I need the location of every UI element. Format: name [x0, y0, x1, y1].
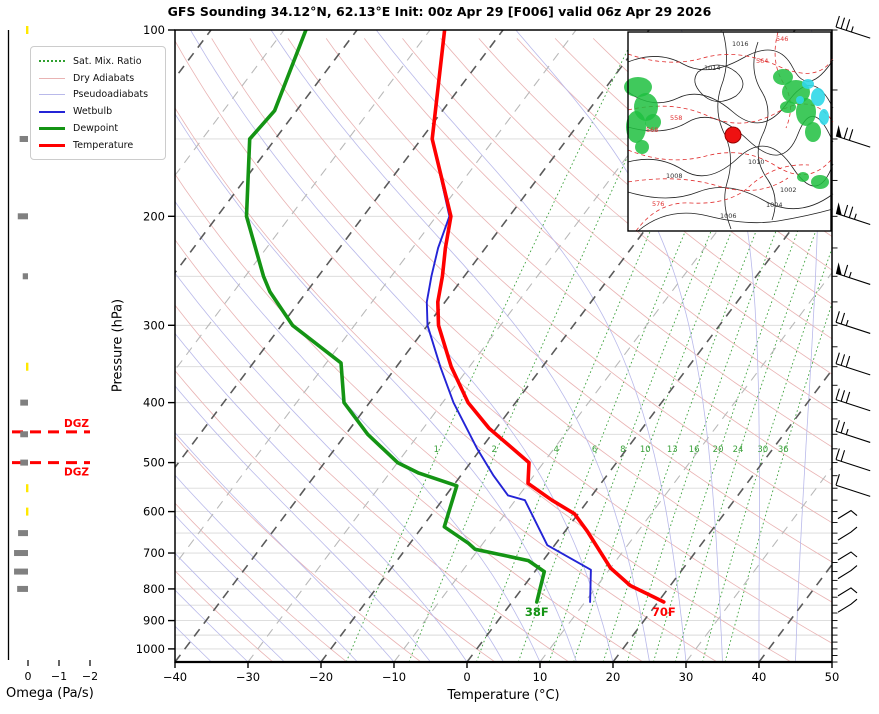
svg-text:40: 40	[752, 670, 767, 684]
svg-text:1002: 1002	[780, 186, 797, 194]
svg-text:568: 568	[646, 126, 658, 134]
svg-text:36: 36	[778, 445, 789, 455]
svg-text:100: 100	[143, 23, 165, 37]
surface-value-labels: 38F 70F	[525, 605, 676, 619]
mixing-ratio-labels: 1 2 4 6 8 10 13 16 20 24 30 36	[434, 445, 789, 455]
dgz-label: DGZ	[64, 418, 89, 430]
dgz-lines: DGZ DGZ	[12, 418, 90, 479]
svg-text:10: 10	[533, 670, 548, 684]
svg-text:−10: −10	[382, 670, 406, 684]
svg-text:50: 50	[825, 670, 840, 684]
legend-item-sat-mix-ratio: Sat. Mix. Ratio	[39, 53, 157, 70]
legend-label: Sat. Mix. Ratio	[73, 55, 142, 67]
svg-text:6: 6	[592, 445, 597, 455]
svg-text:400: 400	[143, 396, 165, 410]
svg-text:900: 900	[143, 614, 165, 628]
wind-barbs	[835, 15, 871, 613]
svg-text:0: 0	[463, 670, 470, 684]
svg-text:1008: 1008	[666, 172, 683, 180]
svg-text:700: 700	[143, 546, 165, 560]
svg-text:30: 30	[757, 445, 768, 455]
svg-text:2: 2	[491, 445, 496, 455]
svg-text:4: 4	[554, 445, 559, 455]
legend-item-wetbulb: Wetbulb	[39, 103, 157, 120]
surface-dewpoint-label: 38F	[525, 605, 549, 619]
svg-text:1014: 1014	[704, 64, 721, 72]
legend-label: Pseudoadiabats	[73, 89, 149, 101]
legend-item-dewpoint: Dewpoint	[39, 120, 157, 137]
svg-text:200: 200	[143, 209, 165, 223]
svg-text:30: 30	[679, 670, 694, 684]
svg-text:−20: −20	[309, 670, 333, 684]
svg-text:800: 800	[143, 582, 165, 596]
pseudoadiabat-line-icon	[39, 94, 65, 96]
temperature-curve	[430, 30, 666, 604]
pseudoadiabat-lines	[175, 30, 819, 662]
legend-label: Temperature	[73, 139, 134, 151]
wetbulb-curve	[425, 30, 592, 603]
wetbulb-line-icon	[39, 110, 65, 113]
dgz-label: DGZ	[64, 467, 89, 479]
legend-label: Wetbulb	[73, 106, 113, 118]
dry-adiabat-line-icon	[39, 77, 65, 79]
sat-mix-ratio-line-icon	[39, 60, 65, 63]
svg-text:−1: −1	[51, 670, 67, 683]
legend-label: Dry Adiabats	[73, 72, 135, 84]
svg-text:300: 300	[143, 318, 165, 332]
svg-text:20: 20	[606, 670, 621, 684]
inset-map: 1016 1014 1008 1010 1006 1004 1002 564 558 568 576…	[624, 31, 834, 232]
svg-text:1016: 1016	[732, 40, 749, 48]
svg-text:1000: 1000	[136, 642, 165, 656]
omega-panel: 0 −1 −2	[7, 26, 98, 683]
svg-text:−40: −40	[163, 670, 187, 684]
legend-item-pseudoadiabats: Pseudoadiabats	[39, 87, 157, 104]
legend: Sat. Mix. Ratio Dry Adiabats Pseudoadiab…	[30, 46, 166, 160]
legend-item-dry-adiabats: Dry Adiabats	[39, 70, 157, 87]
svg-text:13: 13	[667, 445, 678, 455]
dewpoint-line-icon	[39, 127, 65, 131]
svg-text:564: 564	[756, 57, 768, 65]
x-axis-title: Temperature (°C)	[447, 688, 560, 703]
station-marker-dot	[724, 126, 742, 144]
dewpoint-curve	[244, 30, 547, 604]
svg-text:−2: −2	[82, 670, 98, 683]
svg-text:8: 8	[620, 445, 625, 455]
svg-text:10: 10	[640, 445, 651, 455]
omega-axis-title: Omega (Pa/s)	[6, 686, 94, 701]
svg-text:600: 600	[143, 505, 165, 519]
temperature-line-icon	[39, 143, 65, 147]
svg-text:16: 16	[689, 445, 700, 455]
svg-text:1: 1	[434, 445, 439, 455]
svg-text:24: 24	[733, 445, 744, 455]
svg-text:20: 20	[713, 445, 724, 455]
surface-temperature-label: 70F	[652, 605, 676, 619]
svg-text:500: 500	[143, 456, 165, 470]
legend-item-temperature: Temperature	[39, 137, 157, 154]
svg-text:546: 546	[776, 35, 788, 43]
svg-text:0: 0	[25, 670, 32, 683]
svg-text:558: 558	[670, 114, 682, 122]
chart-title: GFS Sounding 34.12°N, 62.13°E Init: 00z …	[167, 4, 712, 19]
svg-text:1010: 1010	[748, 158, 765, 166]
legend-label: Dewpoint	[73, 123, 119, 135]
svg-text:−30: −30	[236, 670, 260, 684]
svg-text:1006: 1006	[720, 212, 737, 220]
y-axis-title: Pressure (hPa)	[110, 298, 126, 393]
svg-text:576: 576	[652, 200, 664, 208]
svg-text:1004: 1004	[766, 201, 783, 209]
